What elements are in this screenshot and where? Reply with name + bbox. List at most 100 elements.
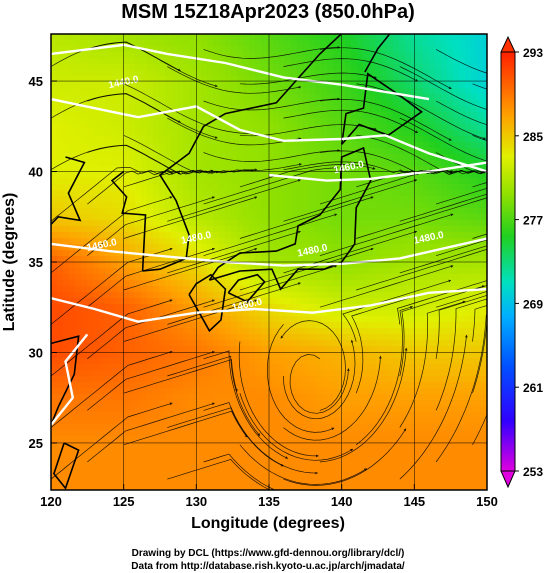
field-cell <box>231 250 238 257</box>
field-cell <box>141 214 148 221</box>
field-cell <box>291 274 298 281</box>
field-cell <box>417 424 424 431</box>
field-cell <box>375 454 382 461</box>
field-cell <box>153 460 160 467</box>
field-cell <box>429 244 436 251</box>
field-cell <box>93 472 100 479</box>
field-cell <box>105 472 112 479</box>
field-cell <box>441 334 448 341</box>
field-cell <box>231 424 238 431</box>
field-cell <box>51 202 58 209</box>
field-cell <box>303 334 310 341</box>
field-cell <box>219 268 226 275</box>
field-cell <box>315 34 322 41</box>
field-cell <box>381 70 388 77</box>
field-cell <box>81 250 88 257</box>
field-cell <box>423 202 430 209</box>
field-cell <box>189 454 196 461</box>
field-cell <box>201 46 208 53</box>
field-cell <box>423 136 430 143</box>
field-cell <box>123 184 130 191</box>
field-cell <box>159 250 166 257</box>
field-cell <box>429 322 436 329</box>
field-cell <box>351 454 358 461</box>
field-cell <box>369 184 376 191</box>
field-cell <box>63 406 70 413</box>
field-cell <box>315 64 322 71</box>
field-cell <box>393 322 400 329</box>
field-cell <box>297 394 304 401</box>
field-cell <box>171 244 178 251</box>
field-cell <box>309 160 316 167</box>
field-cell <box>81 202 88 209</box>
field-cell <box>303 34 310 41</box>
field-cell <box>399 430 406 437</box>
field-cell <box>159 400 166 407</box>
field-cell <box>339 268 346 275</box>
field-cell <box>435 274 442 281</box>
field-cell <box>63 118 70 125</box>
field-cell <box>339 88 346 95</box>
field-cell <box>381 112 388 119</box>
field-cell <box>441 370 448 377</box>
field-cell <box>321 34 328 41</box>
field-cell <box>321 202 328 209</box>
field-cell <box>99 202 106 209</box>
field-cell <box>345 142 352 149</box>
field-cell <box>231 220 238 227</box>
field-cell <box>225 40 232 47</box>
field-cell <box>435 310 442 317</box>
field-cell <box>381 136 388 143</box>
field-cell <box>105 220 112 227</box>
field-cell <box>345 232 352 239</box>
field-cell <box>51 226 58 233</box>
field-cell <box>435 328 442 335</box>
field-cell <box>333 460 340 467</box>
field-cell <box>99 34 106 41</box>
field-cell <box>333 214 340 221</box>
field-cell <box>279 238 286 245</box>
field-cell <box>201 340 208 347</box>
field-cell <box>285 136 292 143</box>
field-cell <box>207 202 214 209</box>
field-cell <box>129 148 136 155</box>
field-cell <box>249 148 256 155</box>
field-cell <box>111 364 118 371</box>
field-cell <box>333 244 340 251</box>
field-cell <box>363 280 370 287</box>
field-cell <box>93 286 100 293</box>
field-cell <box>159 196 166 203</box>
field-cell <box>117 190 124 197</box>
field-cell <box>351 358 358 365</box>
field-cell <box>351 364 358 371</box>
field-cell <box>189 394 196 401</box>
field-cell <box>171 160 178 167</box>
field-cell <box>285 454 292 461</box>
field-cell <box>249 184 256 191</box>
field-cell <box>69 358 76 365</box>
field-cell <box>399 52 406 59</box>
field-cell <box>81 148 88 155</box>
field-cell <box>69 418 76 425</box>
field-cell <box>387 400 394 407</box>
field-cell <box>93 352 100 359</box>
field-cell <box>333 472 340 479</box>
field-cell <box>399 250 406 257</box>
field-cell <box>273 268 280 275</box>
field-cell <box>159 208 166 215</box>
field-cell <box>285 250 292 257</box>
field-cell <box>315 430 322 437</box>
field-cell <box>117 358 124 365</box>
field-cell <box>393 112 400 119</box>
field-cell <box>315 148 322 155</box>
field-cell <box>123 382 130 389</box>
field-cell <box>357 298 364 305</box>
field-cell <box>399 112 406 119</box>
field-cell <box>423 478 430 485</box>
field-cell <box>309 154 316 161</box>
field-cell <box>141 70 148 77</box>
field-cell <box>105 382 112 389</box>
field-cell <box>111 352 118 359</box>
field-cell <box>297 466 304 473</box>
field-cell <box>237 346 244 353</box>
